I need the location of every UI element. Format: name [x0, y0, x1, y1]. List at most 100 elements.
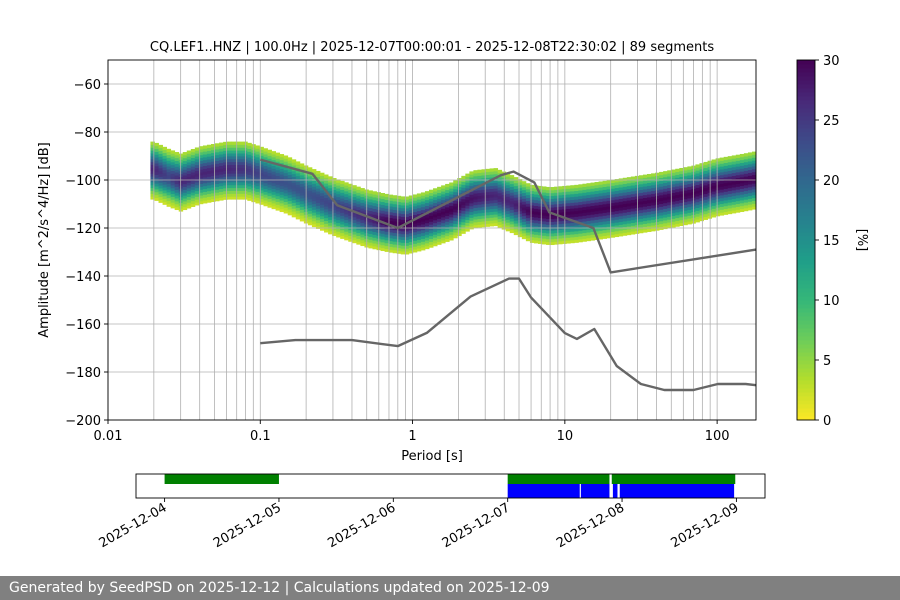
density-cell — [630, 211, 636, 215]
density-cell — [449, 228, 454, 232]
density-cell — [630, 228, 636, 232]
density-cell — [533, 188, 539, 192]
density-cell — [493, 196, 499, 201]
density-cell — [239, 141, 244, 145]
density-cell — [198, 195, 204, 199]
density-cell — [255, 162, 260, 167]
density-cell — [735, 195, 741, 199]
density-cell — [324, 206, 329, 210]
density-cell — [578, 218, 583, 223]
density-cell — [642, 203, 648, 207]
density-cell — [493, 194, 499, 198]
density-cell — [154, 160, 159, 164]
density-cell — [368, 236, 373, 240]
density-cell — [622, 212, 628, 216]
density-cell — [283, 161, 289, 165]
density-cell — [437, 215, 442, 219]
density-cell — [279, 208, 285, 213]
density-cell — [683, 195, 688, 200]
density-cell — [150, 150, 155, 154]
density-cell — [638, 181, 644, 185]
density-cell — [219, 194, 224, 198]
density-cell — [469, 211, 474, 215]
density-cell — [400, 248, 406, 252]
density-cell — [162, 181, 167, 185]
density-cell — [562, 237, 567, 242]
density-cell — [586, 229, 591, 233]
density-cell — [739, 185, 745, 189]
density-cell — [291, 196, 297, 201]
density-cell — [206, 156, 212, 160]
density-cell — [275, 172, 281, 177]
density-cell — [529, 222, 535, 226]
density-cell — [655, 187, 660, 191]
density-cell — [356, 238, 361, 242]
density-cell — [554, 238, 559, 242]
density-cell — [675, 211, 680, 216]
density-cell — [489, 200, 494, 204]
density-cell — [231, 187, 236, 191]
density-cell — [655, 201, 660, 205]
density-cell — [558, 189, 563, 193]
density-cell — [223, 164, 228, 169]
density-cell — [336, 234, 341, 238]
density-cell — [550, 230, 555, 234]
density-cell — [465, 219, 470, 223]
density-cell — [473, 222, 478, 226]
density-cell — [404, 248, 410, 252]
density-cell — [352, 196, 357, 200]
colorbar-cell — [797, 84, 815, 89]
density-cell — [215, 198, 220, 202]
density-cell — [715, 189, 721, 194]
density-cell — [719, 166, 725, 170]
density-cell — [719, 200, 725, 205]
density-cell — [590, 228, 595, 232]
density-cell — [493, 182, 499, 186]
density-cell — [606, 229, 612, 233]
density-cell — [683, 201, 688, 206]
density-cell — [618, 227, 624, 231]
density-cell — [493, 202, 499, 206]
density-cell — [711, 159, 717, 163]
density-cell — [651, 216, 656, 220]
density-cell — [166, 151, 172, 155]
density-cell — [638, 212, 644, 216]
density-cell — [473, 190, 478, 194]
density-cell — [505, 225, 511, 229]
density-cell — [630, 176, 636, 180]
density-cell — [489, 182, 494, 187]
density-cell — [671, 206, 676, 211]
density-cell — [360, 222, 365, 226]
density-cell — [287, 191, 293, 196]
density-cell — [687, 200, 692, 205]
density-cell — [679, 191, 684, 195]
density-cell — [614, 225, 620, 229]
density-cell — [299, 206, 305, 210]
density-cell — [699, 200, 704, 204]
density-cell — [360, 216, 365, 221]
density-cell — [550, 224, 555, 228]
density-cell — [525, 237, 531, 242]
density-cell — [638, 206, 644, 211]
density-cell — [655, 175, 660, 179]
density-cell — [311, 195, 317, 199]
colorbar-cell — [797, 184, 815, 189]
density-cell — [554, 189, 559, 193]
density-cell — [550, 221, 555, 225]
density-cell — [340, 229, 345, 234]
density-cell — [453, 209, 458, 213]
density-cell — [703, 196, 708, 200]
density-cell — [598, 201, 603, 205]
density-cell — [715, 172, 721, 176]
density-cell — [505, 176, 511, 180]
density-cell — [158, 182, 163, 186]
density-cell — [477, 169, 482, 173]
density-cell — [299, 215, 305, 219]
y-tick-label: −160 — [65, 318, 101, 333]
density-cell — [215, 189, 220, 193]
density-cell — [174, 183, 180, 187]
density-cell — [485, 220, 490, 224]
colorbar-cell — [797, 168, 815, 173]
density-cell — [227, 167, 232, 171]
density-cell — [570, 214, 575, 218]
